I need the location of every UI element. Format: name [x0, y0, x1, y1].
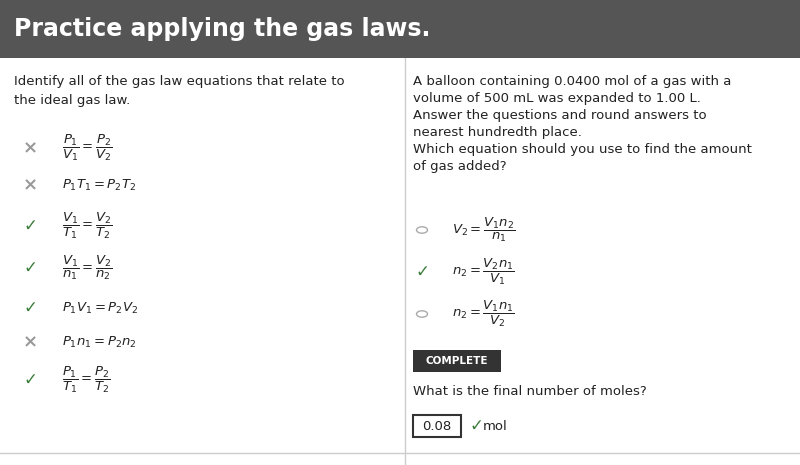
Text: Practice applying the gas laws.: Practice applying the gas laws.: [14, 17, 430, 41]
Text: volume of 500 mL was expanded to 1.00 L.: volume of 500 mL was expanded to 1.00 L.: [413, 92, 701, 105]
Text: $\dfrac{V_1}{T_1} = \dfrac{V_2}{T_2}$: $\dfrac{V_1}{T_1} = \dfrac{V_2}{T_2}$: [62, 211, 113, 241]
Text: 0.08: 0.08: [422, 419, 452, 432]
Bar: [0, 0, 800, 58]
Text: $\dfrac{P_1}{T_1} = \dfrac{P_2}{T_2}$: $\dfrac{P_1}{T_1} = \dfrac{P_2}{T_2}$: [62, 365, 110, 395]
Text: ×: ×: [22, 333, 38, 351]
Text: ✓: ✓: [23, 299, 37, 317]
Text: nearest hundredth place.: nearest hundredth place.: [413, 126, 582, 139]
Text: $P_1n_1 = P_2n_2$: $P_1n_1 = P_2n_2$: [62, 334, 137, 350]
Text: $P_1T_1 = P_2T_2$: $P_1T_1 = P_2T_2$: [62, 178, 136, 193]
Bar: [413, 415, 461, 437]
Text: $\dfrac{V_1}{n_1} = \dfrac{V_2}{n_2}$: $\dfrac{V_1}{n_1} = \dfrac{V_2}{n_2}$: [62, 254, 113, 282]
Text: Which equation should you use to find the amount: Which equation should you use to find th…: [413, 143, 752, 156]
Text: $n_2 = \dfrac{V_1 n_1}{V_2}$: $n_2 = \dfrac{V_1 n_1}{V_2}$: [452, 299, 515, 329]
Text: ✓: ✓: [23, 217, 37, 235]
Text: What is the final number of moles?: What is the final number of moles?: [413, 385, 646, 398]
Text: of gas added?: of gas added?: [413, 160, 506, 173]
Text: $n_2 = \dfrac{V_2 n_1}{V_1}$: $n_2 = \dfrac{V_2 n_1}{V_1}$: [452, 257, 515, 287]
Text: COMPLETE: COMPLETE: [426, 356, 488, 366]
Text: ✓: ✓: [23, 259, 37, 277]
Text: $V_2 = \dfrac{V_1 n_2}{n_1}$: $V_2 = \dfrac{V_1 n_2}{n_1}$: [452, 216, 515, 244]
Bar: [413, 350, 501, 372]
Text: ✓: ✓: [23, 371, 37, 389]
Text: $\dfrac{P_1}{V_1} = \dfrac{P_2}{V_2}$: $\dfrac{P_1}{V_1} = \dfrac{P_2}{V_2}$: [62, 133, 113, 163]
Text: ✓: ✓: [469, 417, 483, 435]
Text: $P_1V_1 = P_2V_2$: $P_1V_1 = P_2V_2$: [62, 300, 138, 316]
Text: ×: ×: [22, 139, 38, 157]
Text: Answer the questions and round answers to: Answer the questions and round answers t…: [413, 109, 706, 122]
Text: Identify all of the gas law equations that relate to
the ideal gas law.: Identify all of the gas law equations th…: [14, 75, 345, 107]
Text: ✓: ✓: [415, 263, 429, 281]
Text: ×: ×: [22, 176, 38, 194]
Text: A balloon containing 0.0400 mol of a gas with a: A balloon containing 0.0400 mol of a gas…: [413, 75, 731, 88]
Text: mol: mol: [483, 419, 508, 432]
